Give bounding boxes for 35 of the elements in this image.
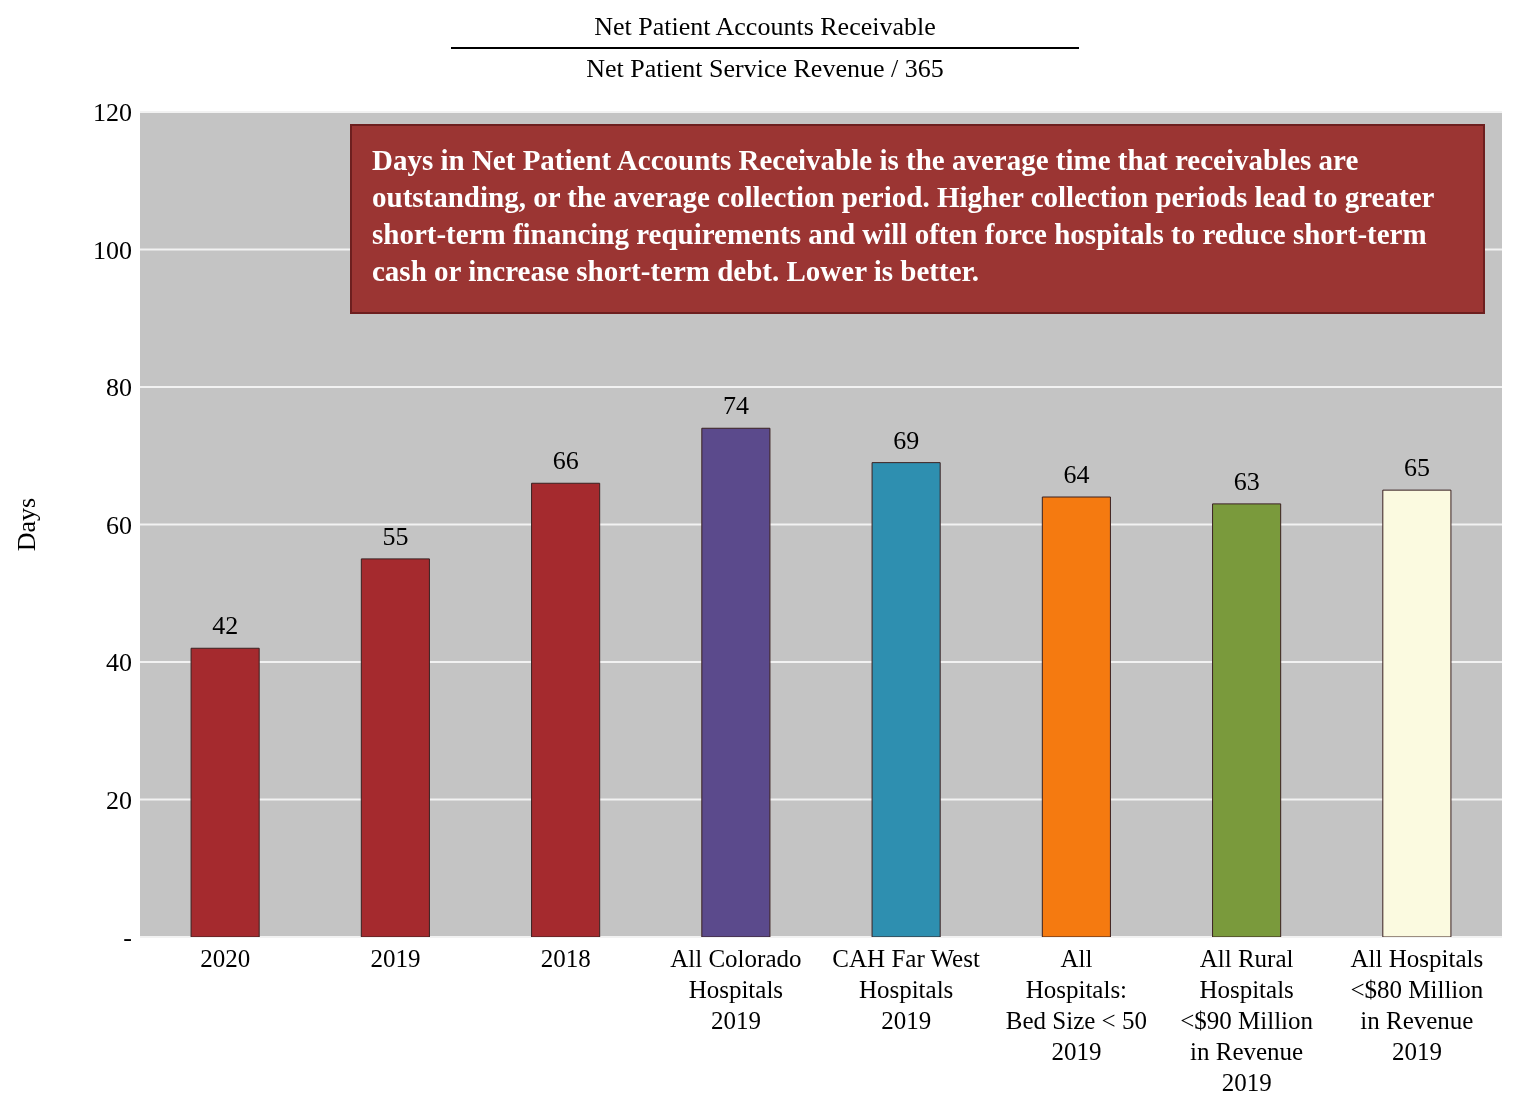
chart-subtitle: Net Patient Service Revenue / 365 — [585, 54, 945, 84]
x-tick-label: All Hospitals: Bed Size < 50 2019 — [1005, 945, 1147, 1065]
data-label: 65 — [1403, 453, 1430, 483]
bar — [360, 558, 430, 937]
x-tick-label: 2019 — [370, 945, 421, 972]
bar — [701, 427, 771, 937]
annotation: Days in Net Patient Accounts Receivable is the average time that receivables are outstanding, or the average collection period. Higher collection periods lead to greater short-term financing requirements and will often force hospitals to reduce short-term cash or increase short-term debt. Lower is better. — [350, 124, 1485, 314]
y-tick-label: 60 — [106, 510, 132, 540]
bar — [1212, 503, 1282, 937]
x-tick-label: CAH Far West Hospitals 2019 — [832, 945, 980, 1034]
data-label: 64 — [1063, 460, 1090, 489]
data-label: 55 — [382, 521, 409, 551]
y-tick-label: 40 — [106, 648, 132, 678]
data-label: 63 — [1233, 466, 1260, 496]
x-tick-label: 2018 — [540, 945, 591, 972]
y-tick-label: - — [123, 923, 132, 953]
x-tick-label: All Rural Hospitals <$90 Million in Revenue 2019 — [1180, 945, 1314, 1096]
y-tick-label: 20 — [106, 785, 132, 815]
bar — [531, 482, 601, 937]
chart-title: Net Patient Accounts Receivable — [593, 12, 937, 42]
bar — [1041, 496, 1111, 937]
y-tick-label: 100 — [93, 235, 132, 265]
x-tick-label: 2020 — [200, 945, 251, 972]
bar — [1382, 489, 1452, 937]
data-label: 69 — [893, 425, 920, 455]
y-axis-title: Days — [12, 497, 42, 552]
bar — [190, 647, 260, 937]
data-label: 74 — [722, 391, 749, 421]
bar — [871, 462, 941, 937]
y-tick-label: 80 — [106, 373, 132, 403]
y-tick-label: 120 — [93, 98, 132, 128]
x-tick-label: All Colorado Hospitals 2019 — [670, 945, 802, 1034]
data-label: 66 — [552, 446, 579, 476]
x-tick-label: All Hospitals <$80 Million in Revenue 2019 — [1350, 945, 1484, 1065]
data-label: 42 — [212, 611, 239, 641]
